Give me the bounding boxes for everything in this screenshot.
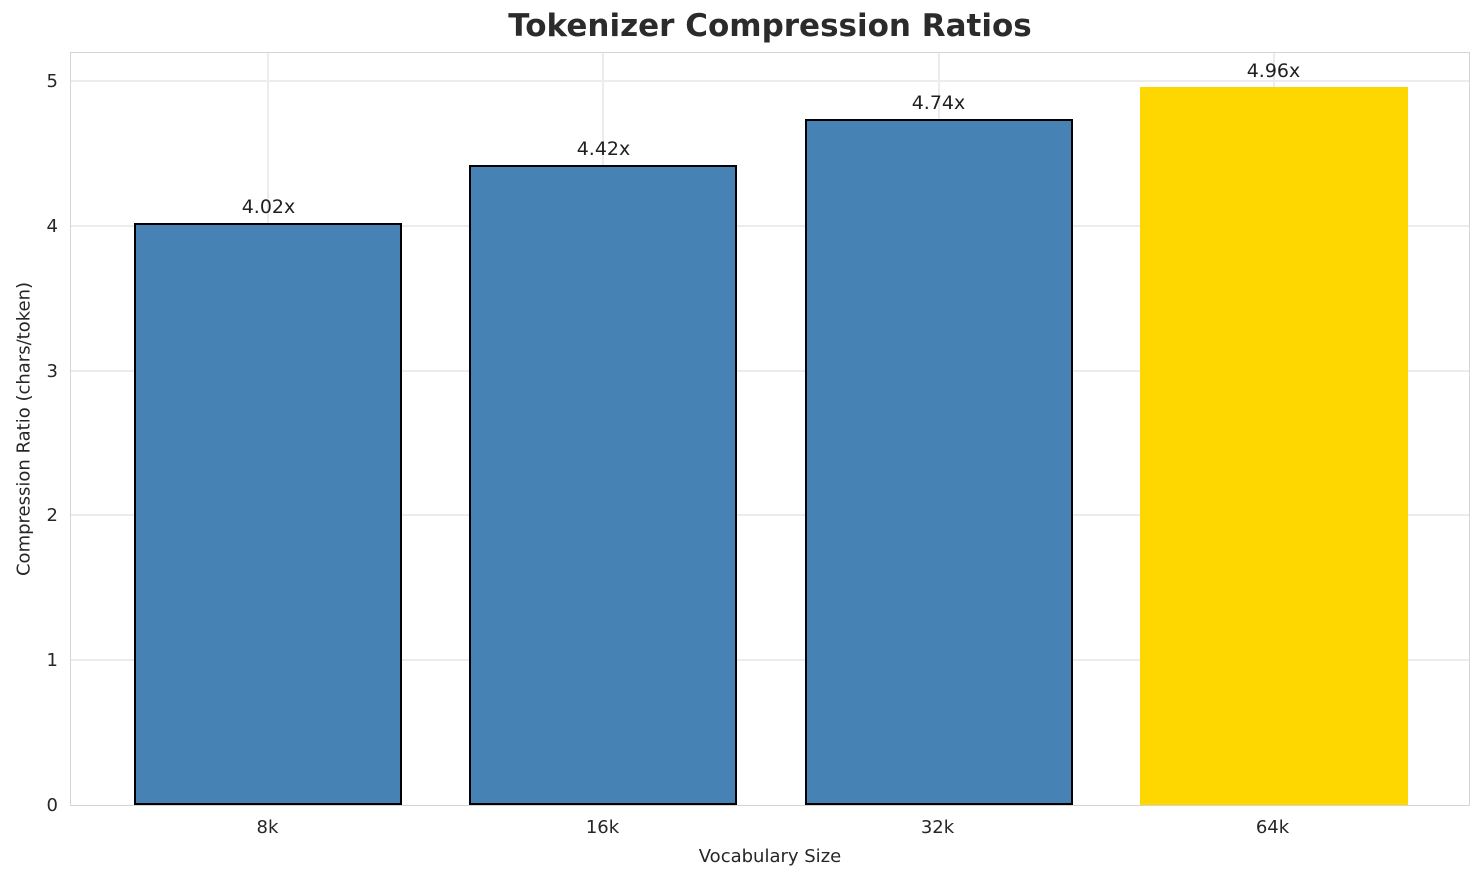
h-gridline-2 [71, 514, 1469, 517]
h-gridline-4 [71, 224, 1469, 227]
x-axis-label: Vocabulary Size [698, 846, 842, 867]
x-tick-label-16k: 16k [585, 817, 620, 838]
bar-value-label-16k: 4.42x [576, 138, 631, 161]
y-tick-label-3: 3 [46, 360, 58, 382]
bar-16k [469, 165, 738, 805]
h-gridline-3 [71, 369, 1469, 372]
y-tick-label-4: 4 [46, 215, 58, 237]
bar-value-label-8k: 4.02x [241, 196, 296, 218]
y-tick-label-0: 0 [46, 795, 58, 816]
x-tick-label-32k: 32k [920, 817, 955, 838]
chart-title: Tokenizer Compression Ratios [508, 8, 1032, 44]
bar-value-label-64k: 4.96x [1246, 59, 1301, 82]
h-gridline-5 [71, 80, 1469, 83]
y-axis-label: Compression Ratio (chars/token) [13, 281, 35, 577]
x-tick-label-8k: 8k [256, 817, 279, 838]
plot-area: 4.02x 4.42x 4.74x 4.96x [70, 52, 1470, 806]
h-gridline-1 [71, 659, 1469, 662]
y-tick-label-1: 1 [46, 650, 58, 672]
bar-8k [134, 223, 403, 805]
x-tick-label-64k: 64k [1255, 817, 1290, 838]
bar-value-label-32k: 4.74x [911, 91, 966, 114]
y-tick-label-5: 5 [46, 71, 58, 93]
bar-64k [1139, 86, 1408, 805]
bar-32k [804, 118, 1073, 805]
y-tick-label-2: 2 [46, 505, 58, 527]
